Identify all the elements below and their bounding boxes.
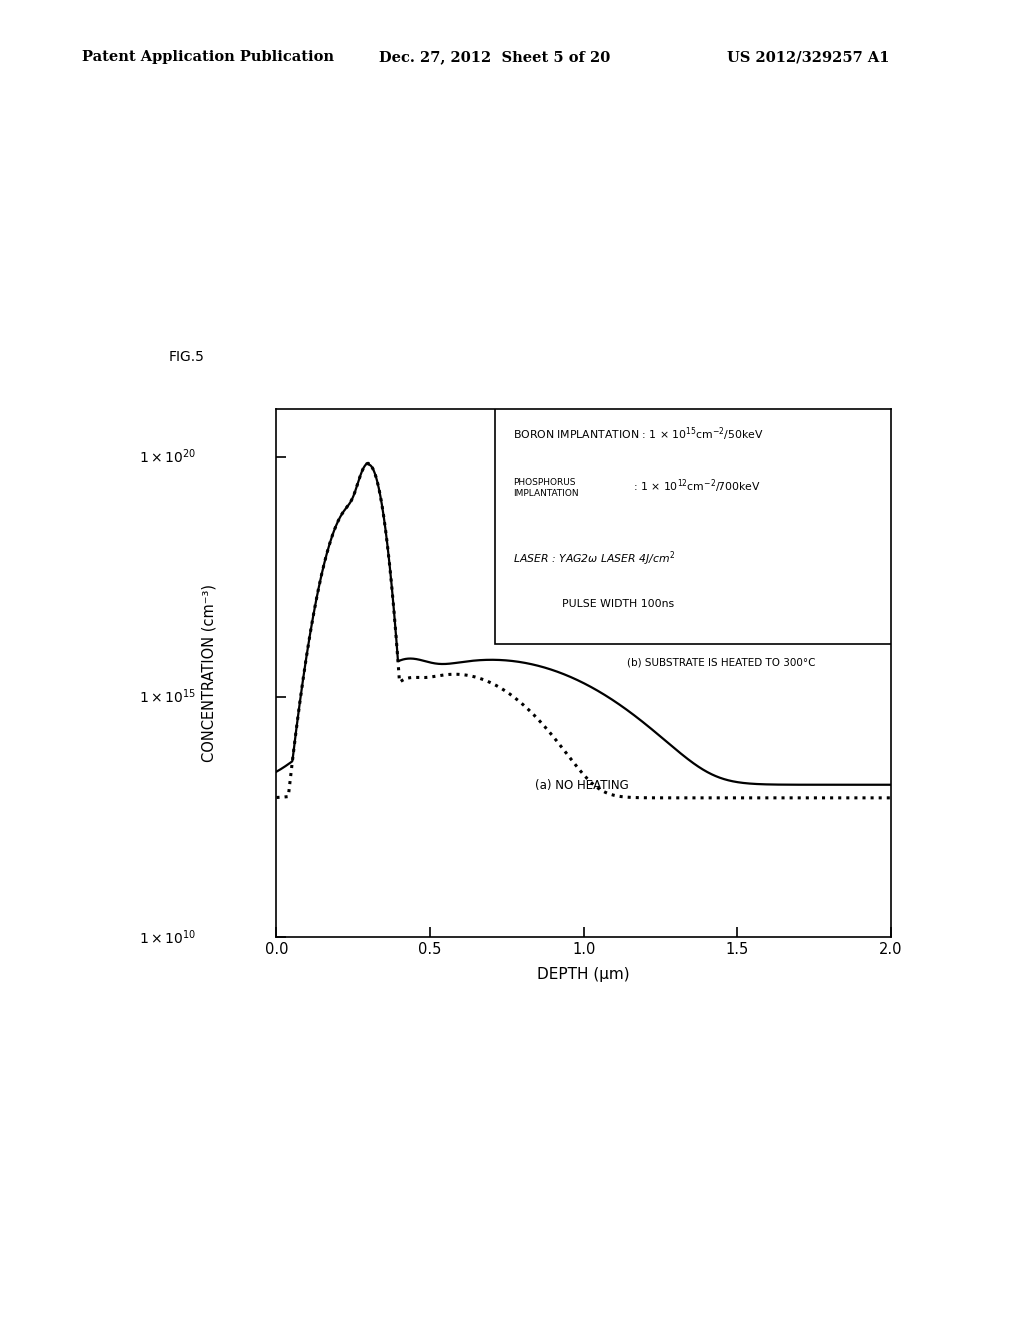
Y-axis label: CONCENTRATION (cm⁻³): CONCENTRATION (cm⁻³) xyxy=(201,585,216,762)
Text: (b) SUBSTRATE IS HEATED TO 300°C: (b) SUBSTRATE IS HEATED TO 300°C xyxy=(627,657,815,668)
Text: Dec. 27, 2012  Sheet 5 of 20: Dec. 27, 2012 Sheet 5 of 20 xyxy=(379,50,610,65)
Text: BORON IMPLANTATION : 1 $\times$ 10$^{15}$cm$^{-2}$/50keV: BORON IMPLANTATION : 1 $\times$ 10$^{15}… xyxy=(513,425,764,442)
Bar xyxy=(495,409,891,644)
Text: (a) NO HEATING: (a) NO HEATING xyxy=(535,779,629,792)
Text: $1\times10^{15}$: $1\times10^{15}$ xyxy=(139,688,197,706)
Text: : 1 $\times$ 10$^{12}$cm$^{-2}$/700keV: : 1 $\times$ 10$^{12}$cm$^{-2}$/700keV xyxy=(633,478,760,495)
Text: $1\times10^{10}$: $1\times10^{10}$ xyxy=(139,928,197,946)
Text: $1\times10^{20}$: $1\times10^{20}$ xyxy=(139,447,197,466)
Text: US 2012/329257 A1: US 2012/329257 A1 xyxy=(727,50,890,65)
X-axis label: DEPTH (μm): DEPTH (μm) xyxy=(538,966,630,982)
Text: LASER : YAG2$\omega$ LASER 4J/cm$^2$: LASER : YAG2$\omega$ LASER 4J/cm$^2$ xyxy=(513,549,675,568)
Text: Patent Application Publication: Patent Application Publication xyxy=(82,50,334,65)
Text: PULSE WIDTH 100ns: PULSE WIDTH 100ns xyxy=(562,599,674,610)
Text: FIG.5: FIG.5 xyxy=(169,350,205,364)
Text: PHOSPHORUS
IMPLANTATION: PHOSPHORUS IMPLANTATION xyxy=(513,478,579,498)
